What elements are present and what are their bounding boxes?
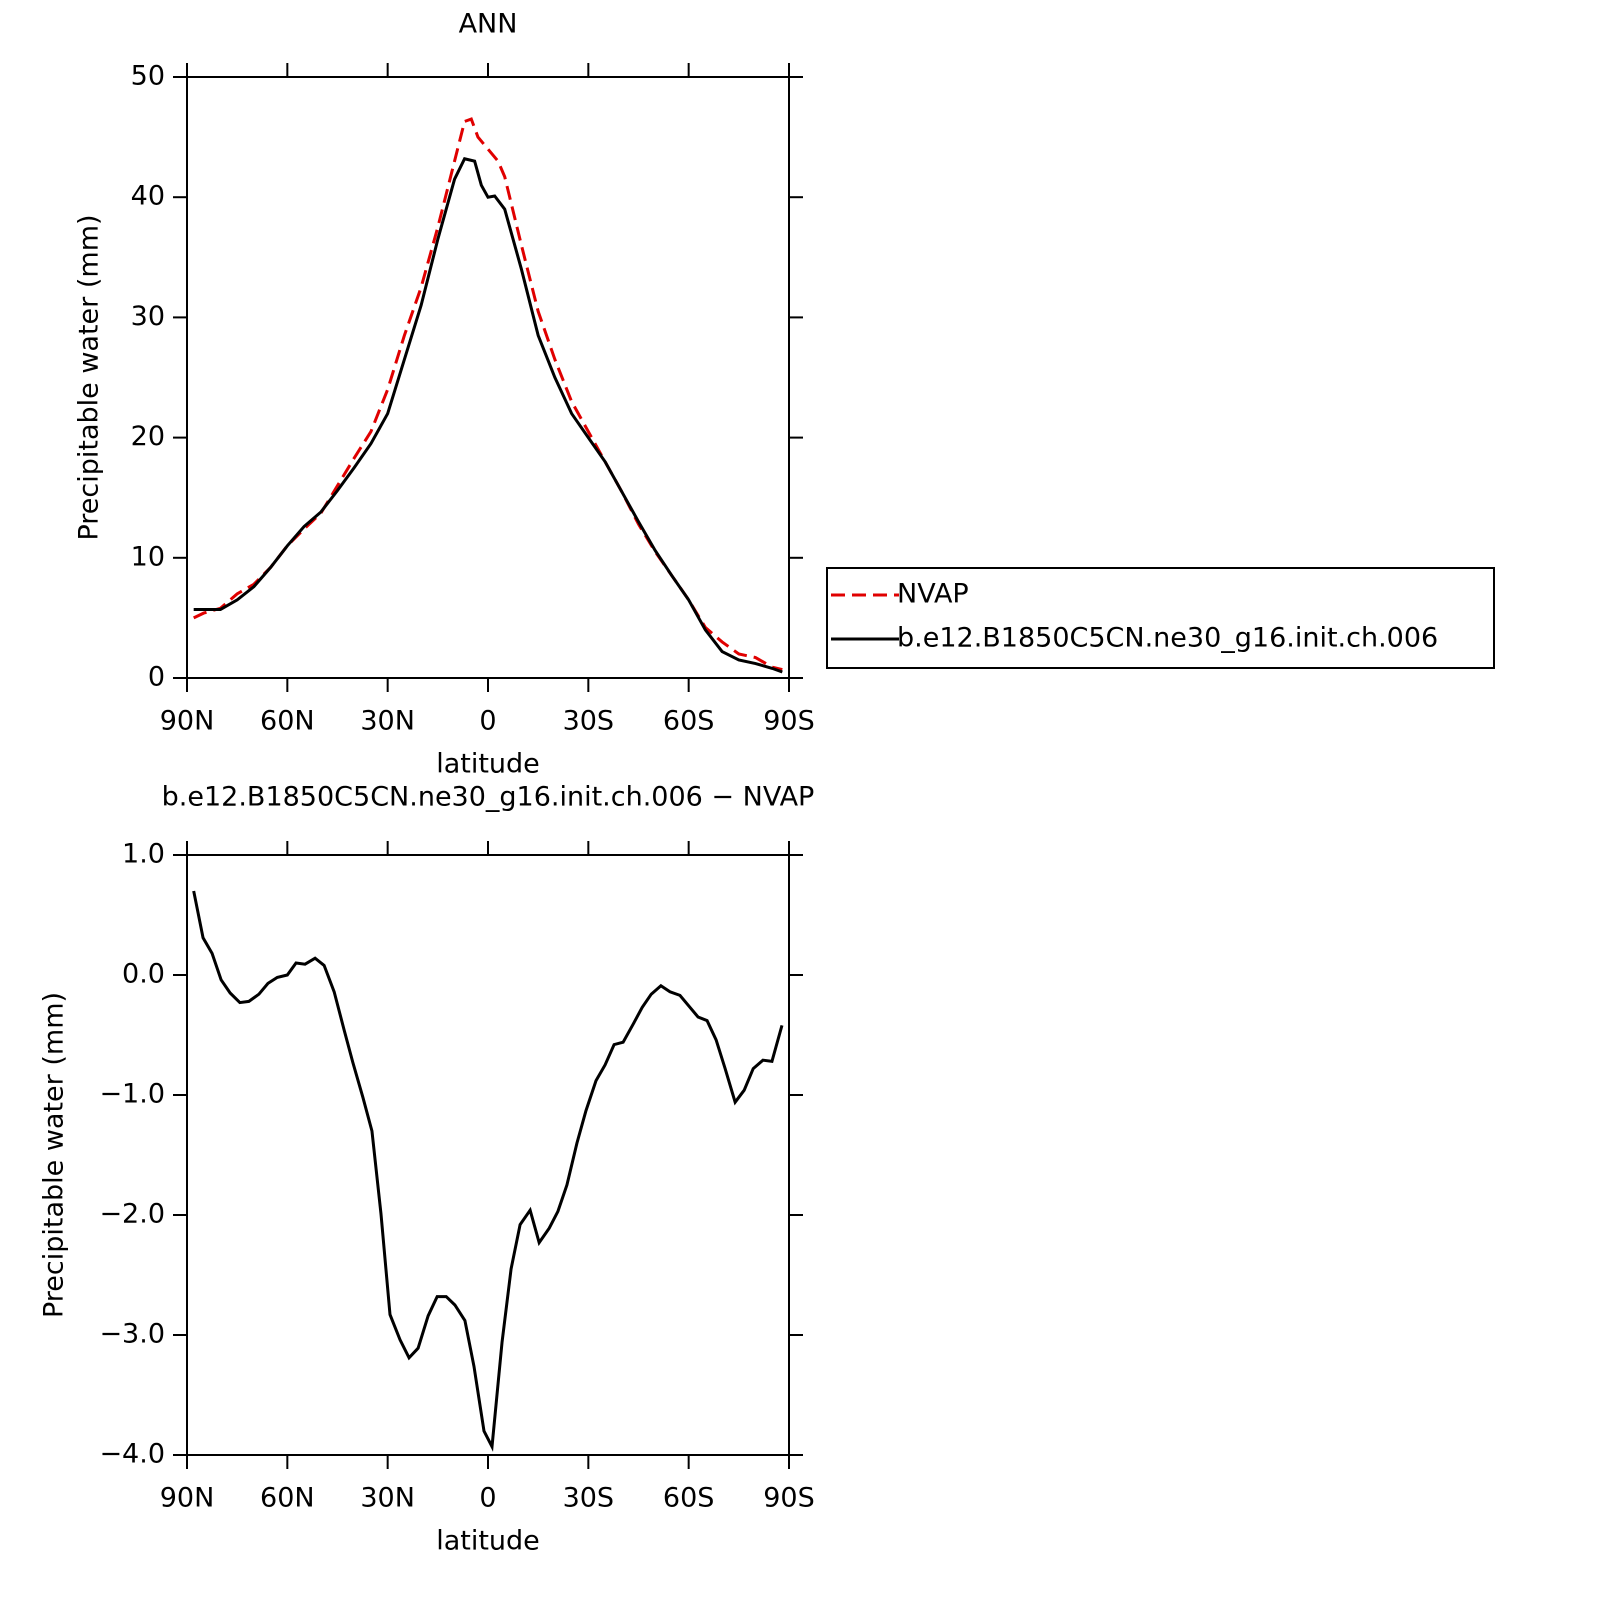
plot-frame: [186, 76, 790, 679]
x-tick-label: 30N: [360, 706, 415, 737]
y-tick-label: 1.0: [122, 839, 165, 870]
x-tick-label: 30N: [360, 1483, 415, 1514]
y-tick-label: 0.0: [122, 959, 165, 990]
legend-label: NVAP: [897, 579, 969, 610]
y-tick-label: 0: [148, 662, 165, 693]
y-tick-label: −2.0: [99, 1199, 165, 1230]
x-tick-label: 60N: [260, 1483, 315, 1514]
y-tick-label: 20: [131, 421, 165, 452]
x-tick-label: 0: [479, 1483, 496, 1514]
x-tick-label: 30S: [563, 706, 615, 737]
y-tick-label: 30: [131, 301, 165, 332]
data-line: [193, 117, 783, 672]
x-axis-label: latitude: [436, 1526, 540, 1557]
x-tick-label: 60N: [260, 706, 315, 737]
x-tick-label: 90N: [160, 706, 215, 737]
y-tick-label: 50: [131, 61, 165, 92]
chart-title: b.e12.B1850C5CN.ne30_g16.init.ch.006 − N…: [162, 782, 815, 813]
y-tick-label: −1.0: [99, 1079, 165, 1110]
x-tick-label: 90S: [763, 1483, 815, 1514]
legend-box: [826, 567, 1495, 669]
x-tick-label: 30S: [563, 1483, 615, 1514]
x-tick-label: 60S: [663, 1483, 715, 1514]
y-tick-label: −4.0: [99, 1439, 165, 1470]
data-line: [193, 156, 783, 674]
x-axis-label: latitude: [436, 749, 540, 780]
chart-title: ANN: [459, 9, 518, 40]
y-axis-label: Precipitable water (mm): [74, 214, 105, 540]
x-tick-label: 90N: [160, 1483, 215, 1514]
y-tick-label: 10: [131, 541, 165, 572]
y-tick-label: 40: [131, 181, 165, 212]
y-axis-label: Precipitable water (mm): [39, 992, 70, 1318]
y-tick-label: −3.0: [99, 1319, 165, 1350]
legend-label: b.e12.B1850C5CN.ne30_g16.init.ch.006: [897, 623, 1438, 654]
x-tick-label: 60S: [663, 706, 715, 737]
plot-frame: [186, 854, 790, 1456]
data-line: [192, 890, 784, 1452]
x-tick-label: 0: [479, 706, 496, 737]
x-tick-label: 90S: [763, 706, 815, 737]
